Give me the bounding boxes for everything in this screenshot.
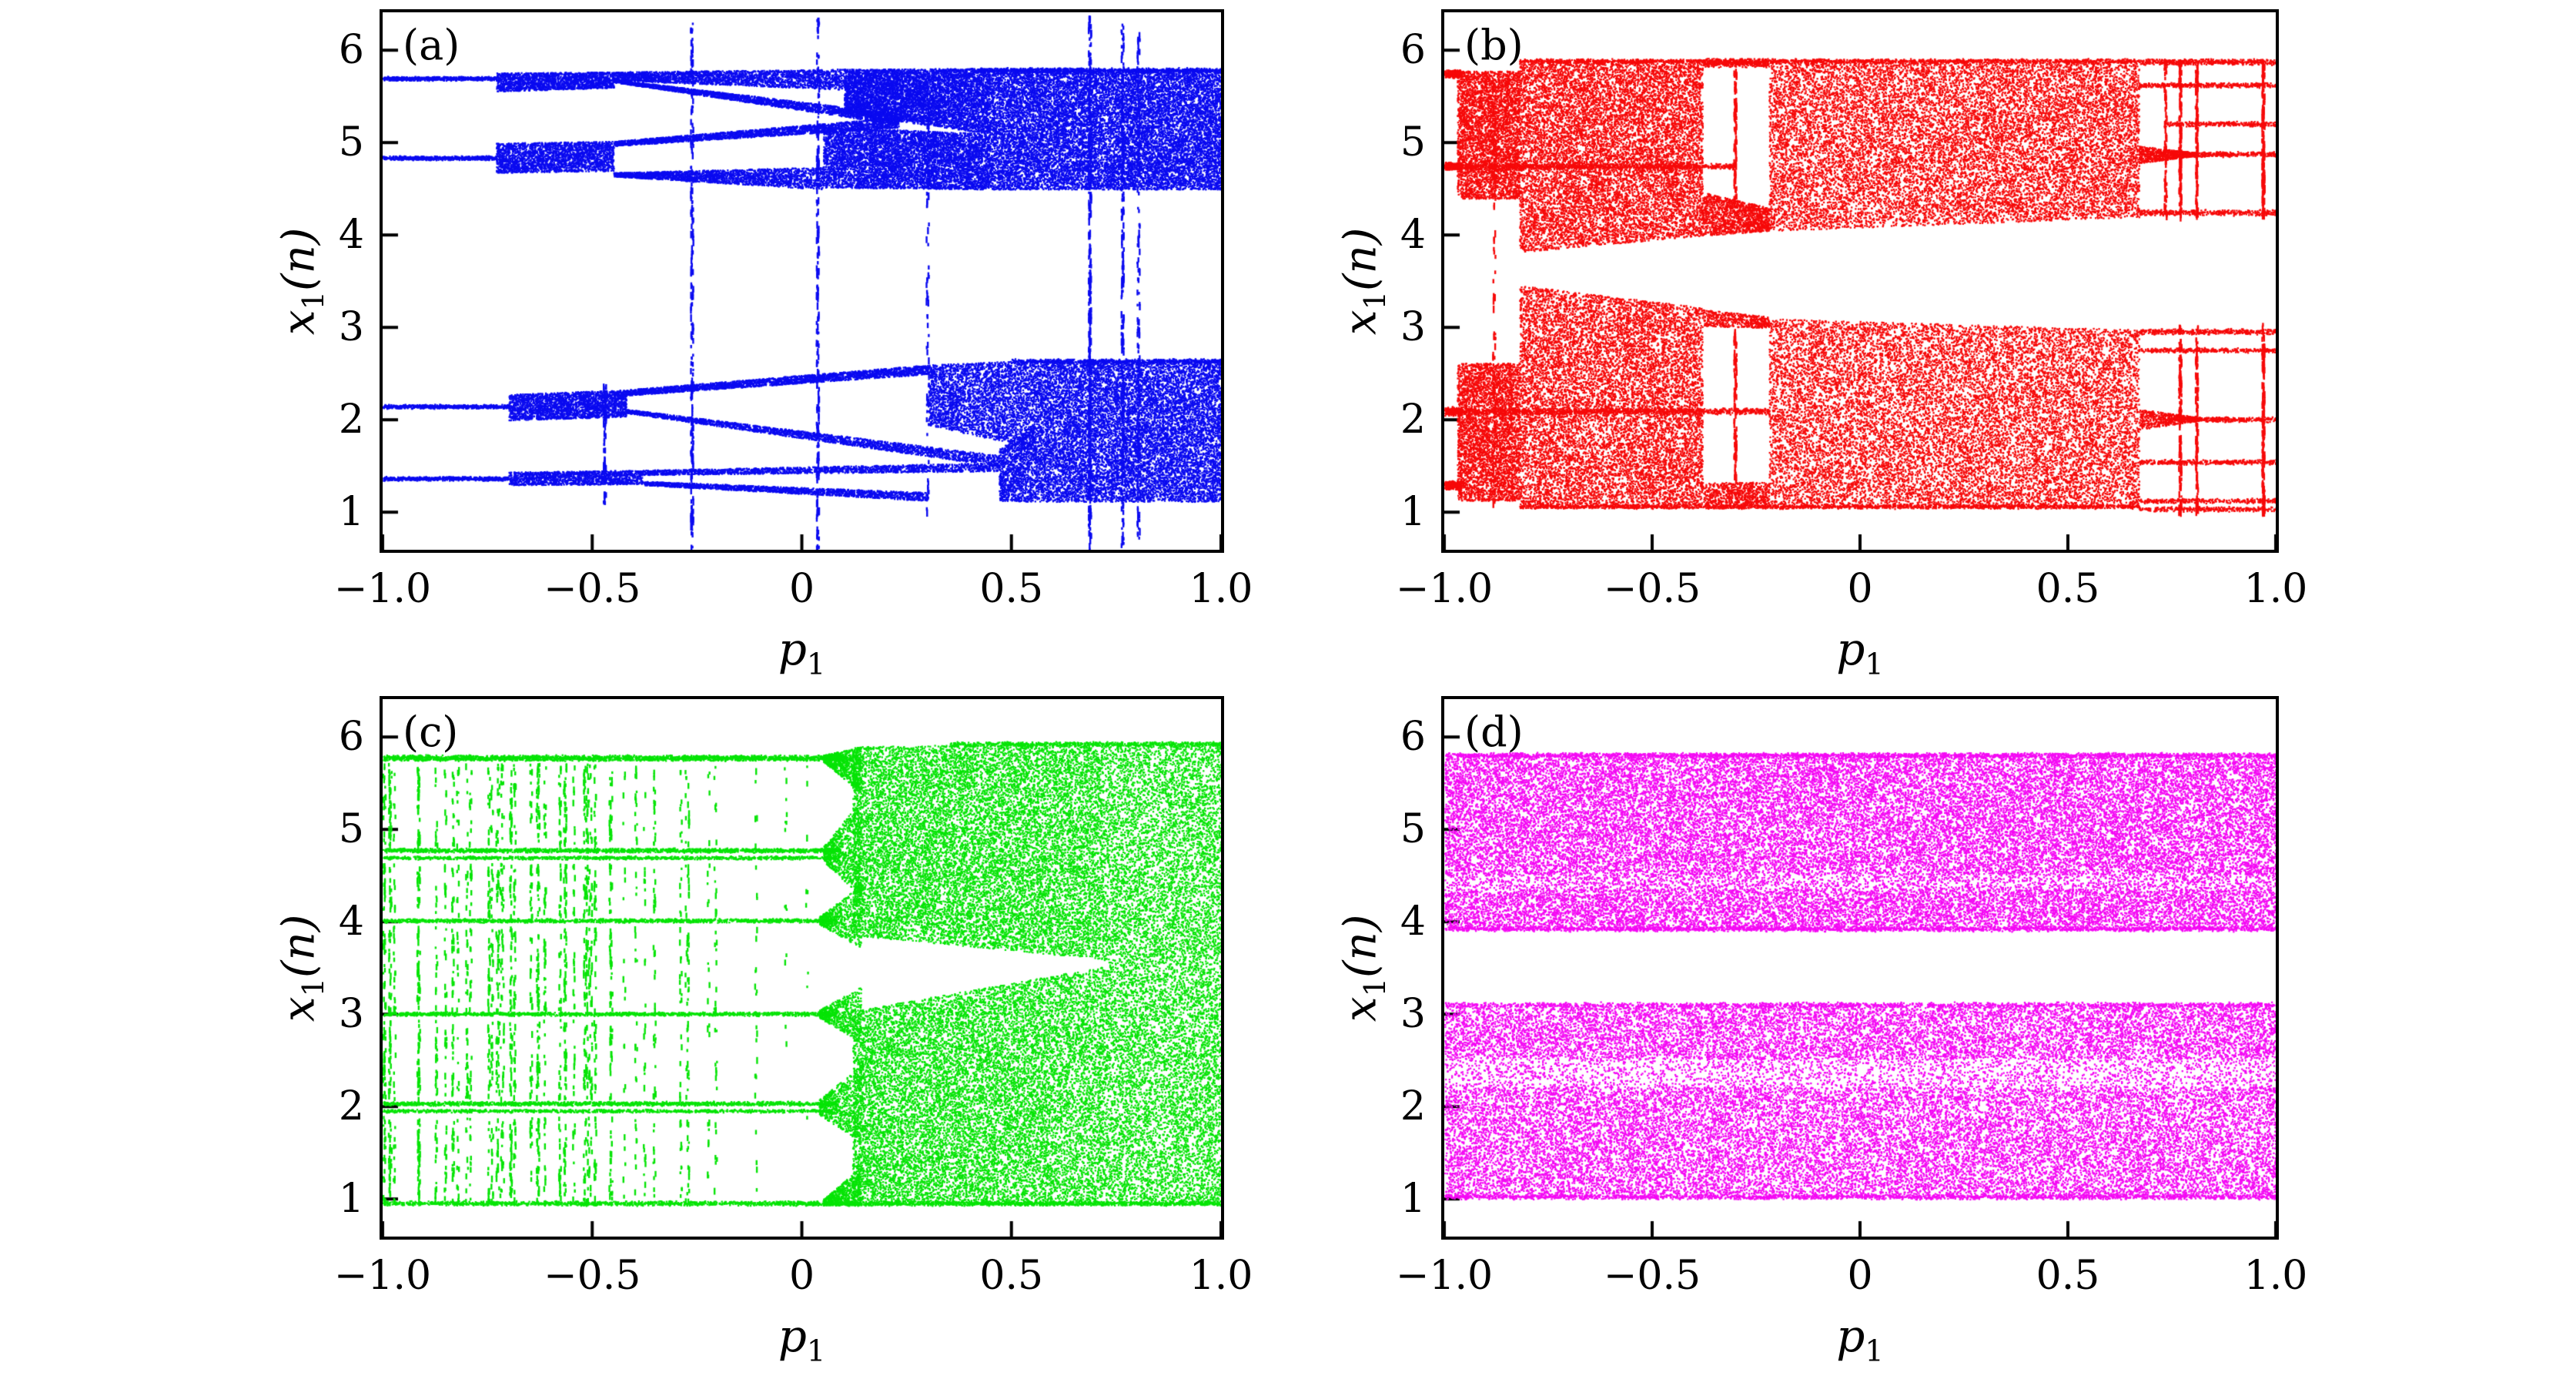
- panel-d: (d) −1.0 −0.5 0 0.5 1.0 6 5 4 3 2 1 p1 x1(n): [1334, 696, 2307, 1369]
- x-tick-label: −0.5: [1603, 1253, 1701, 1299]
- panel-label-b: (b): [1464, 21, 1524, 69]
- x-tick-label: −0.5: [544, 566, 641, 612]
- x-tick-label: 0.5: [979, 566, 1044, 612]
- y-tick-label: 4: [338, 212, 364, 259]
- y-tick-label: 3: [338, 304, 364, 351]
- scatter-canvas-b: [1444, 12, 2276, 550]
- y-axis-label-b: x1(n): [1333, 227, 1393, 335]
- y-axis-label-c: x1(n): [272, 914, 332, 1022]
- x-tick-label: 0: [1847, 566, 1873, 612]
- x-tick-label: 1.0: [2243, 1253, 2308, 1299]
- y-tick-label: 5: [1400, 806, 1426, 853]
- scatter-canvas-d: [1444, 699, 2276, 1237]
- x-axis-label-c: p1: [778, 1310, 826, 1369]
- panel-label-a: (a): [403, 21, 460, 69]
- x-axis-label-d: p1: [1836, 1310, 1884, 1369]
- panel-b: (b) −1.0 −0.5 0 0.5 1.0 6 5 4 3 2 1 p1 x1(n): [1334, 9, 2307, 682]
- x-tick-label: 0.5: [979, 1253, 1044, 1299]
- x-axis-label-a: p1: [778, 623, 826, 682]
- y-tick-label: 1: [338, 489, 364, 536]
- panel-label-c: (c): [403, 708, 459, 756]
- x-tick-label: −0.5: [544, 1253, 641, 1299]
- y-tick-label: 6: [1400, 27, 1426, 74]
- y-tick-label: 1: [338, 1176, 364, 1223]
- y-tick-label: 6: [338, 714, 364, 761]
- x-axis-label-b: p1: [1836, 623, 1884, 682]
- y-tick-label: 3: [1400, 991, 1426, 1038]
- x-tick-label: 1.0: [1189, 566, 1253, 612]
- y-tick-label: 2: [1400, 397, 1426, 443]
- y-tick-label: 2: [338, 397, 364, 443]
- y-tick-label: 1: [1400, 1176, 1426, 1223]
- x-tick-label: −1.0: [333, 1253, 432, 1299]
- y-tick-label: 3: [338, 991, 364, 1038]
- scatter-canvas-a: [383, 12, 1221, 550]
- y-axis-label-a: x1(n): [272, 227, 332, 335]
- panel-a: (a) −1.0 −0.5 0 0.5 1.0 6 5 4 3 2 1 p1 x1(n): [273, 9, 1253, 682]
- y-tick-label: 4: [338, 899, 364, 946]
- x-tick-label: −0.5: [1603, 566, 1701, 612]
- y-tick-label: 3: [1400, 304, 1426, 351]
- y-tick-label: 5: [338, 119, 364, 166]
- x-tick-label: −1.0: [1395, 1253, 1494, 1299]
- x-tick-label: −1.0: [1395, 566, 1494, 612]
- y-tick-label: 1: [1400, 489, 1426, 536]
- x-tick-label: 1.0: [1189, 1253, 1253, 1299]
- y-tick-label: 6: [1400, 714, 1426, 761]
- y-tick-label: 5: [1400, 119, 1426, 166]
- x-tick-label: 0.5: [2036, 566, 2100, 612]
- y-tick-label: 2: [338, 1083, 364, 1130]
- panel-label-d: (d): [1464, 708, 1524, 756]
- x-tick-label: 1.0: [2243, 566, 2308, 612]
- y-tick-label: 5: [338, 806, 364, 853]
- y-tick-label: 2: [1400, 1083, 1426, 1130]
- y-axis-label-d: x1(n): [1333, 914, 1393, 1022]
- x-tick-label: −1.0: [333, 566, 432, 612]
- y-tick-label: 6: [338, 27, 364, 74]
- x-tick-label: 0: [788, 1253, 815, 1299]
- x-tick-label: 0.5: [2036, 1253, 2100, 1299]
- y-tick-label: 4: [1400, 212, 1426, 259]
- y-tick-label: 4: [1400, 899, 1426, 946]
- x-tick-label: 0: [788, 566, 815, 612]
- panel-c: (c) −1.0 −0.5 0 0.5 1.0 6 5 4 3 2 1 p1 x1(n): [273, 696, 1253, 1369]
- scatter-canvas-c: [383, 699, 1221, 1237]
- x-tick-label: 0: [1847, 1253, 1873, 1299]
